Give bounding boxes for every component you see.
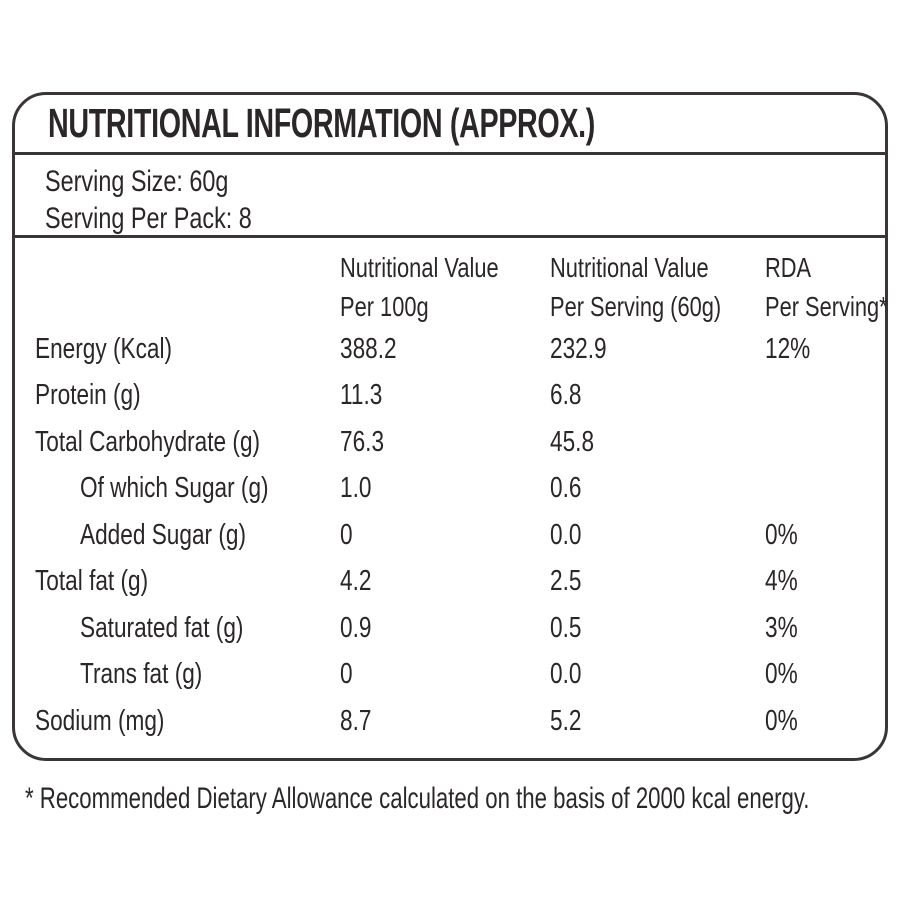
footnote: * Recommended Dietary Allowance calculat… [25, 782, 900, 816]
row-label: Saturated fat (g) [35, 612, 340, 645]
value-per-100g-text: 4.2 [340, 565, 372, 598]
value-rda: 3% [765, 612, 885, 645]
row-label: Sodium (mg) [35, 705, 340, 738]
header-line-1: Nutritional Value [340, 248, 550, 287]
row-label: Energy (Kcal) [35, 333, 340, 366]
value-rda-text: 12% [765, 332, 811, 365]
page-title: NUTRITIONAL INFORMATION (APPROX.) [48, 100, 596, 146]
header-line-1: RDA [765, 248, 900, 287]
value-rda: 4% [765, 565, 885, 598]
value-per-serving-text: 0.0 [550, 518, 582, 551]
row-label-text: Saturated fat (g) [80, 611, 244, 644]
serving-per-pack-line: Serving Per Pack: 8 [45, 200, 885, 237]
value-per-serving-text: 2.5 [550, 565, 582, 598]
value-per-100g: 76.3 [340, 426, 550, 459]
value-per-serving: 6.8 [550, 379, 765, 412]
row-label-text: Total fat (g) [35, 565, 149, 598]
row-label-text: Total Carbohydrate (g) [35, 425, 261, 458]
nutrition-table-panel: NUTRITIONAL INFORMATION (APPROX.) Servin… [12, 92, 888, 761]
header-line-2: Per 100g [340, 287, 550, 326]
value-per-100g: 388.2 [340, 333, 550, 366]
header-spacer [35, 248, 340, 326]
value-per-100g-text: 388.2 [340, 332, 397, 365]
header-line-1: Nutritional Value [550, 248, 765, 287]
value-per-serving-text: 6.8 [550, 379, 582, 412]
header-line-2: Per Serving* [765, 287, 900, 326]
row-label-text: Protein (g) [35, 379, 141, 412]
header-rda-line2: Per Serving* [765, 291, 888, 322]
value-per-serving: 0.5 [550, 612, 765, 645]
value-per-100g: 4.2 [340, 565, 550, 598]
value-rda [765, 379, 885, 412]
value-per-serving: 2.5 [550, 565, 765, 598]
value-per-serving-text: 45.8 [550, 425, 595, 458]
header-rda-line1: RDA [765, 252, 812, 283]
row-label-text: Added Sugar (g) [80, 518, 246, 551]
row-label-text: Energy (Kcal) [35, 332, 173, 365]
value-per-100g-text: 0 [340, 658, 353, 691]
header-per-serving-line1: Nutritional Value [550, 252, 709, 283]
value-per-serving: 0.0 [550, 658, 765, 691]
value-rda [765, 472, 885, 505]
value-per-serving-text: 232.9 [550, 332, 607, 365]
value-per-100g: 8.7 [340, 705, 550, 738]
value-rda [765, 426, 885, 459]
value-per-100g-text: 11.3 [340, 379, 383, 412]
header-per-serving-line2: Per Serving (60g) [550, 291, 722, 322]
serving-info-section: Serving Size: 60g Serving Per Pack: 8 [15, 155, 885, 238]
value-per-100g-text: 1.0 [340, 472, 372, 505]
serving-per-pack-text: Serving Per Pack: 8 [45, 202, 252, 235]
row-label: Added Sugar (g) [35, 519, 340, 552]
value-rda-text: 4% [765, 565, 798, 598]
row-label: Of which Sugar (g) [35, 472, 340, 505]
value-per-100g: 0 [340, 519, 550, 552]
header-per-100g-line2: Per 100g [340, 291, 429, 322]
value-rda: 0% [765, 519, 885, 552]
row-label: Total Carbohydrate (g) [35, 426, 340, 459]
value-per-serving-text: 5.2 [550, 704, 582, 737]
row-label-text: Of which Sugar (g) [80, 472, 269, 505]
value-per-100g-text: 0.9 [340, 611, 372, 644]
value-rda: 0% [765, 658, 885, 691]
serving-size-text: Serving Size: 60g [45, 165, 229, 198]
title-bar: NUTRITIONAL INFORMATION (APPROX.) [15, 95, 885, 155]
row-label-text: Trans fat (g) [80, 658, 203, 691]
value-per-100g: 11.3 [340, 379, 550, 412]
value-rda: 12% [765, 333, 885, 366]
value-per-serving: 5.2 [550, 705, 765, 738]
header-per-100g-line1: Nutritional Value [340, 252, 499, 283]
value-rda-text: 0% [765, 518, 798, 551]
value-per-serving-text: 0.6 [550, 472, 582, 505]
table-header-row: Nutritional Value Per 100g Nutritional V… [15, 238, 888, 326]
value-rda-text: 0% [765, 658, 798, 691]
footnote-text: * Recommended Dietary Allowance calculat… [25, 782, 810, 815]
value-per-100g: 1.0 [340, 472, 550, 505]
value-per-serving: 232.9 [550, 333, 765, 366]
value-per-100g: 0.9 [340, 612, 550, 645]
row-label-text: Sodium (mg) [35, 704, 165, 737]
header-per-serving: Nutritional Value Per Serving (60g) [550, 248, 765, 326]
value-per-serving: 0.0 [550, 519, 765, 552]
value-per-100g-text: 8.7 [340, 704, 372, 737]
value-per-100g-text: 76.3 [340, 425, 385, 458]
value-per-serving: 45.8 [550, 426, 765, 459]
value-per-100g: 0 [340, 658, 550, 691]
header-line-2: Per Serving (60g) [550, 287, 765, 326]
value-per-serving-text: 0.5 [550, 611, 582, 644]
value-rda-text: 3% [765, 611, 798, 644]
value-per-100g-text: 0 [340, 518, 353, 551]
header-rda: RDA Per Serving* [765, 248, 900, 326]
serving-size-line: Serving Size: 60g [45, 163, 885, 200]
row-label: Trans fat (g) [35, 658, 340, 691]
header-per-100g: Nutritional Value Per 100g [340, 248, 550, 326]
value-rda-text: 0% [765, 704, 798, 737]
value-per-serving: 0.6 [550, 472, 765, 505]
table-rows: Energy (Kcal) 388.2 232.9 12% Protein (g) 11.… [15, 326, 885, 745]
row-label: Total fat (g) [35, 565, 340, 598]
value-rda: 0% [765, 705, 885, 738]
row-label: Protein (g) [35, 379, 340, 412]
value-per-serving-text: 0.0 [550, 658, 582, 691]
